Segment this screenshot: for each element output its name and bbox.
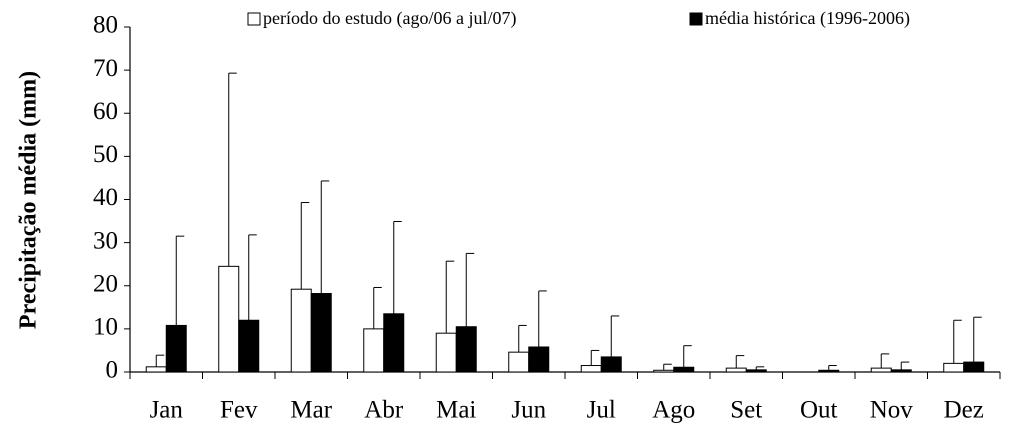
y-tick-label: 30: [93, 227, 118, 254]
x-tick-label: Ago: [652, 397, 695, 424]
x-tick-label: Jul: [587, 397, 616, 424]
bar: [455, 326, 477, 373]
bar: [165, 324, 187, 373]
y-tick-label: 50: [93, 141, 118, 168]
x-tick-label: Dez: [944, 397, 984, 424]
bar: [818, 369, 840, 373]
legend-swatch: [247, 12, 261, 26]
x-tick-label: Jan: [150, 397, 184, 424]
legend-label: média histórica (1996-2006): [705, 8, 910, 29]
y-tick-label: 60: [93, 98, 118, 125]
bar: [435, 332, 457, 373]
bar: [238, 319, 260, 373]
x-tick-label: Mai: [436, 397, 476, 424]
x-tick-label: Set: [730, 397, 762, 424]
y-axis-label: Precipitação média (mm): [16, 71, 42, 329]
bar: [943, 362, 965, 373]
bar: [290, 288, 312, 373]
x-tick-label: Jun: [511, 397, 546, 424]
x-tick-label: Fev: [220, 397, 258, 424]
bar: [870, 367, 892, 373]
x-tick-label: Abr: [364, 397, 404, 424]
bar: [725, 367, 747, 373]
y-tick-label: 0: [106, 357, 119, 384]
legend-swatch: [689, 12, 703, 26]
y-tick-label: 80: [93, 12, 118, 39]
bar: [580, 365, 602, 373]
bar: [145, 366, 167, 373]
bar: [508, 351, 530, 373]
x-tick-label: Nov: [870, 397, 914, 424]
bar: [963, 361, 985, 373]
y-tick-label: 40: [93, 184, 118, 211]
y-tick-label: 10: [93, 314, 118, 341]
bar: [218, 265, 240, 373]
y-tick-label: 70: [93, 55, 118, 82]
bar: [363, 328, 385, 373]
legend-label: período do estudo (ago/06 a jul/07): [263, 8, 516, 29]
y-tick-label: 20: [93, 270, 118, 297]
bar: [383, 313, 405, 373]
bar: [528, 346, 550, 373]
bar: [890, 369, 912, 373]
bar: [600, 356, 622, 373]
bar: [745, 369, 767, 373]
bar: [673, 366, 695, 373]
x-tick-label: Out: [800, 397, 838, 424]
bar: [653, 369, 675, 373]
x-tick-label: Mar: [290, 397, 332, 424]
bar: [310, 293, 332, 373]
